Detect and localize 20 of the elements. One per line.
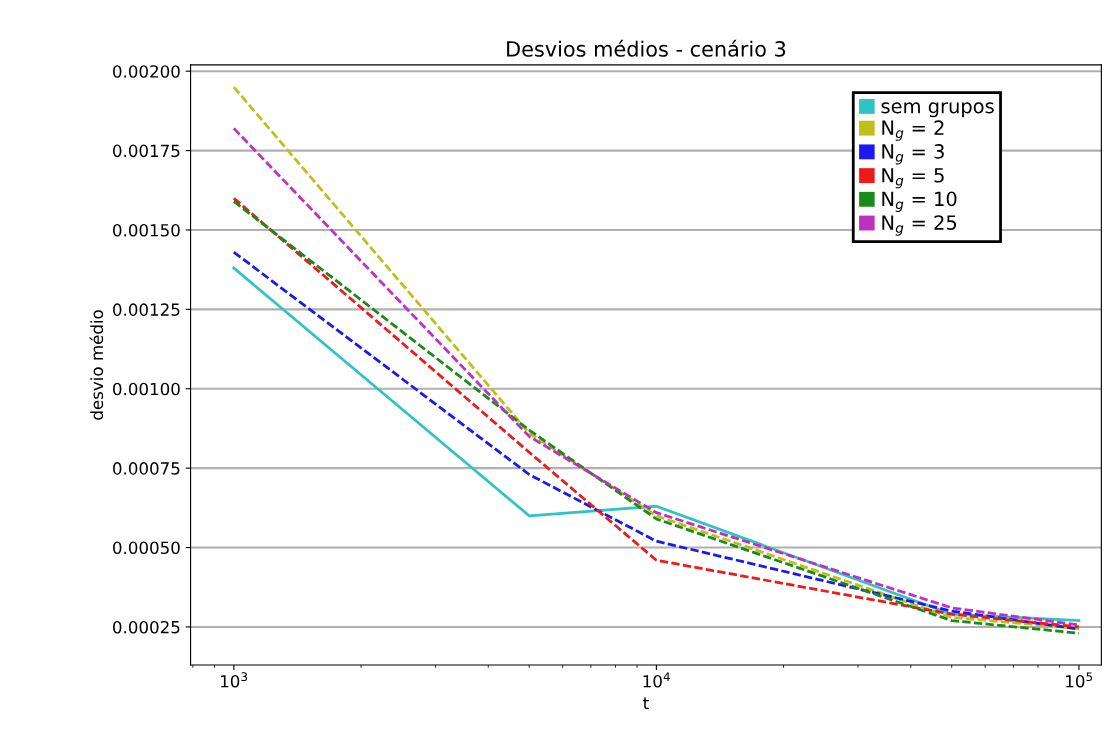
y-tick-label: 0.00150 — [113, 223, 180, 237]
legend-label: N$_{g}$ = 25 — [882, 215, 957, 236]
y-tick-label: 0.00050 — [113, 541, 180, 555]
y-axis-title: desvio médio — [89, 310, 104, 420]
x-tick-label: 10$^{5}$ — [1066, 672, 1093, 688]
x-tick-label: 10$^{4}$ — [643, 672, 670, 688]
y-tick-label: 0.00125 — [113, 303, 180, 316]
chart-title: Desvios médios - cenário 3 — [507, 39, 786, 57]
legend-label: N$_{g}$ = 3 — [882, 144, 944, 165]
legend-label: N$_{g}$ = 5 — [882, 168, 944, 189]
y-tick-label: 0.00100 — [113, 382, 180, 396]
legend-label: N$_{g}$ = 10 — [882, 191, 957, 212]
y-tick-label: 0.00025 — [113, 620, 180, 634]
y-tick-label: 0.00075 — [113, 462, 180, 475]
y-tick-label: 0.00200 — [113, 65, 180, 78]
x-tick-label: 10$^{3}$ — [221, 672, 248, 688]
legend-label: sem grupos — [881, 102, 994, 118]
legend-label: N$_{g}$ = 2 — [882, 120, 944, 141]
x-axis-title: t — [643, 697, 649, 710]
y-tick-label: 0.00175 — [113, 144, 180, 158]
